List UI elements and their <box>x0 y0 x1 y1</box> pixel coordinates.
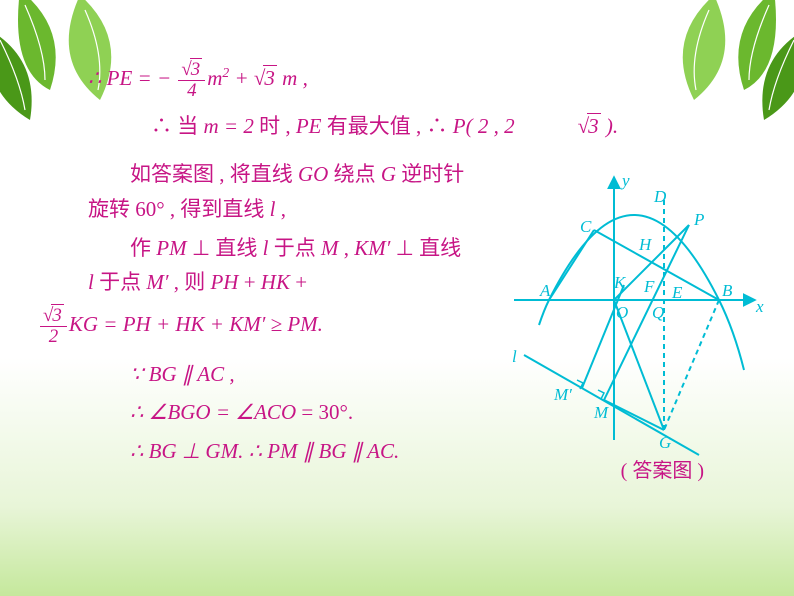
line-last: ∴ BG ⊥ GM. ∴ PM ∥ BG ∥ AC. <box>88 434 468 469</box>
line-angle: ∴ ∠BGO = ∠ACO = 30°. <box>88 395 468 430</box>
equation-kg: 32KG = PH + HK + KM′ ≥ PM. <box>38 306 468 347</box>
label-q: Q <box>652 303 664 322</box>
label-mp: M′ <box>553 385 572 404</box>
label-e: E <box>671 283 683 302</box>
label-x: x <box>755 297 764 316</box>
label-d: D <box>653 187 667 206</box>
label-y: y <box>620 171 630 190</box>
equation-pe: ∴ PE = − 34m2 + 3 m , <box>88 60 754 101</box>
text-column: 如答案图 , 将直线 GO 绕点 G 逆时针旋转 60° , 得到直线 l , … <box>88 157 468 472</box>
label-l: l <box>512 347 517 366</box>
paragraph-2: 作 PM ⊥ 直线 l 于点 M , KM′ ⊥ 直线 l 于点 M′ , 则 … <box>88 231 468 300</box>
label-f: F <box>643 277 655 296</box>
label-o: O <box>616 303 628 322</box>
paragraph-1: 如答案图 , 将直线 GO 绕点 G 逆时针旋转 60° , 得到直线 l , <box>88 157 468 226</box>
label-a: A <box>539 281 551 300</box>
label-k: K <box>613 273 627 292</box>
equation-m2: ∴ 当 m = 2 时 , PE 有最大值 , ∴ P( 2 , 23 ). <box>88 109 754 144</box>
answer-diagram: y x D P C H A K F B E O Q l M′ M G <box>494 170 774 460</box>
label-g: G <box>659 433 671 452</box>
label-c: C <box>580 217 592 236</box>
label-p: P <box>693 210 704 229</box>
diagram-caption: ( 答案图 ) <box>621 454 704 483</box>
label-b: B <box>722 281 733 300</box>
label-h: H <box>638 235 653 254</box>
line-bg-parallel: ∵ BG ∥ AC , <box>88 357 468 392</box>
label-m: M <box>593 403 609 422</box>
